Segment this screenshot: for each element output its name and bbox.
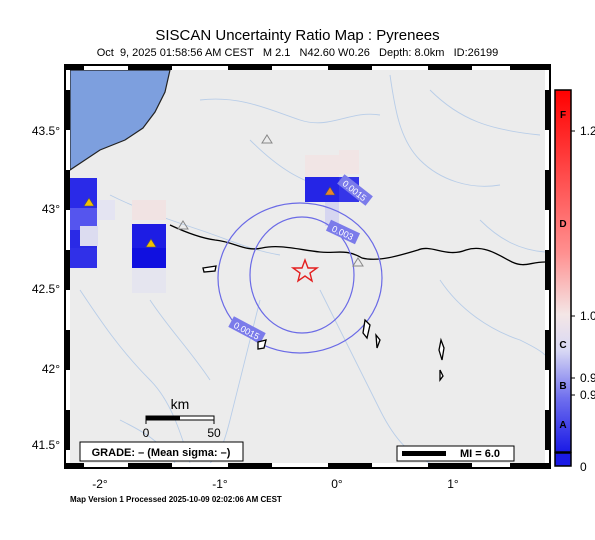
scale-bar: km 0 50 — [143, 396, 221, 440]
event-depth: Depth: 8.0km — [379, 47, 445, 59]
lat-tick-label: 43.5° — [32, 124, 60, 138]
station-icon — [352, 257, 364, 267]
stations — [83, 134, 364, 267]
scale-tick-0: 0 — [143, 426, 150, 440]
station-icon — [83, 197, 95, 207]
event-subtitle: Oct 9, 2025 01:58:56 AM CEST M 2.1 N42.6… — [0, 47, 595, 59]
station-icon — [261, 134, 273, 144]
mi-box: MI = 6.0 — [396, 445, 515, 462]
lat-tick-label: 42.5° — [32, 282, 60, 296]
lon-tick-label: -2° — [92, 477, 108, 491]
lat-tick-label: 41.5° — [32, 438, 60, 452]
processing-footer: Map Version 1 Processed 2025-10-09 02:02… — [70, 495, 282, 504]
colorbar: F D C B A 1.2 1.0 0.9 0.9 0 — [554, 89, 595, 474]
uncertainty-contours — [217, 202, 383, 354]
colorbar-value: 0.9 — [580, 388, 595, 402]
grade-letter: B — [559, 381, 566, 392]
grade-letter: A — [559, 420, 566, 431]
event-location: N42.60 W0.26 — [299, 47, 370, 59]
uncertainty-grid — [70, 150, 359, 293]
event-id: ID:26199 — [453, 47, 499, 59]
lat-tick-label: 42° — [42, 362, 60, 376]
lon-tick-label: -1° — [212, 477, 228, 491]
lon-tick-label: 0° — [331, 477, 343, 491]
colorbar-value: 1.0 — [580, 309, 595, 323]
scale-unit: km — [171, 396, 190, 412]
lakes — [202, 265, 445, 382]
mi-label: MI = 6.0 — [460, 448, 500, 460]
border-line — [169, 224, 545, 266]
grade-letter: F — [560, 110, 566, 121]
epicenter-star-icon — [290, 258, 320, 283]
grade-letter: D — [559, 219, 566, 230]
station-icon — [145, 238, 157, 248]
scale-tick-50: 50 — [207, 426, 221, 440]
colorbar-value: 1.2 — [580, 124, 595, 138]
grade-box: GRADE: – (Mean sigma: –) — [79, 441, 244, 462]
sea-area — [70, 70, 171, 171]
station-icon — [324, 186, 336, 196]
event-magnitude: M 2.1 — [262, 47, 291, 59]
lat-tick-label: 43° — [42, 202, 60, 216]
lon-tick-label: 1° — [447, 477, 459, 491]
station-icon — [177, 220, 189, 230]
map-title: SISCAN Uncertainty Ratio Map : Pyrenees — [155, 27, 440, 44]
event-date: Oct 9, 2025 01:58:56 AM CEST — [96, 47, 254, 59]
colorbar-value: 0.9 — [580, 371, 595, 385]
grade-letter: C — [559, 340, 566, 351]
colorbar-value: 0 — [580, 460, 587, 474]
grade-label: GRADE: – (Mean sigma: –) — [92, 447, 231, 459]
